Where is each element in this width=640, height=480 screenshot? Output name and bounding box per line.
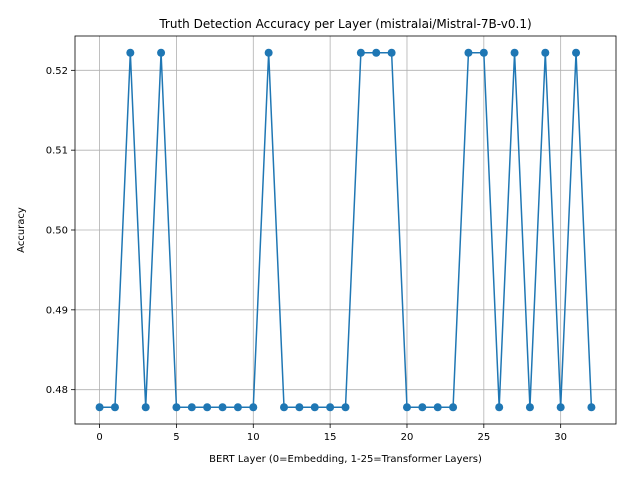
data-point	[572, 48, 581, 57]
data-point	[525, 403, 534, 412]
data-point	[433, 403, 442, 412]
data-point	[295, 403, 304, 412]
data-point	[464, 48, 473, 57]
chart-title: Truth Detection Accuracy per Layer (mist…	[158, 17, 531, 31]
data-point	[402, 403, 411, 412]
y-axis-label: Accuracy	[16, 207, 27, 253]
data-point	[310, 403, 319, 412]
grid-lines	[75, 36, 616, 424]
data-point	[157, 48, 166, 57]
data-point	[172, 403, 181, 412]
data-point	[341, 403, 350, 412]
y-tick-label: 0.49	[46, 305, 68, 316]
data-point	[249, 403, 258, 412]
data-series	[95, 48, 596, 412]
data-point	[372, 48, 381, 57]
data-point	[126, 48, 135, 57]
x-tick-label: 0	[96, 432, 102, 443]
x-tick-label: 20	[401, 432, 414, 443]
x-tick-label: 25	[477, 432, 490, 443]
data-point	[556, 403, 565, 412]
data-point	[218, 403, 227, 412]
data-point	[187, 403, 196, 412]
data-point	[510, 48, 519, 57]
data-point	[418, 403, 427, 412]
data-point	[356, 48, 365, 57]
data-point	[95, 403, 104, 412]
data-point	[110, 403, 119, 412]
y-tick-label: 0.52	[46, 66, 68, 77]
x-tick-label: 5	[173, 432, 179, 443]
y-tick-label: 0.51	[46, 146, 68, 157]
x-tick-label: 10	[247, 432, 260, 443]
data-point	[141, 403, 150, 412]
y-tick-label: 0.48	[46, 385, 68, 396]
data-point	[587, 403, 596, 412]
y-tick-label: 0.50	[46, 226, 68, 237]
data-point	[495, 403, 504, 412]
data-point	[326, 403, 335, 412]
x-tick-label: 30	[554, 432, 567, 443]
data-point	[449, 403, 458, 412]
x-tick-label: 15	[324, 432, 337, 443]
x-axis-label: BERT Layer (0=Embedding, 1-25=Transforme…	[209, 454, 482, 465]
axis-ticks: 0 5 10 15 20 25 30 0.48 0.49 0.50 0.51 0.52	[46, 66, 567, 443]
data-point	[387, 48, 396, 57]
data-point	[203, 403, 212, 412]
data-point	[233, 403, 242, 412]
data-point	[479, 48, 488, 57]
data-point	[264, 48, 273, 57]
data-point	[541, 48, 550, 57]
data-point	[280, 403, 289, 412]
